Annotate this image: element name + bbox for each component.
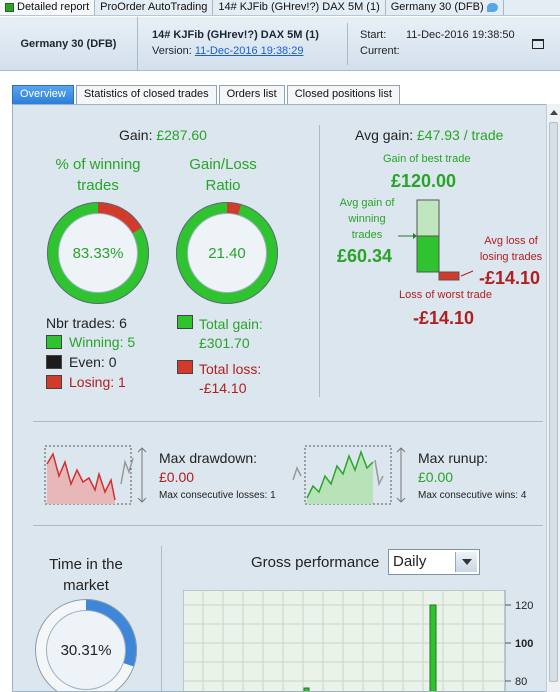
gain-value: £287.60 bbox=[156, 127, 207, 143]
runup-mini-chart bbox=[292, 445, 406, 505]
gross-bar-best bbox=[429, 604, 437, 691]
instrument-name: Germany 30 (DFB) bbox=[0, 17, 138, 71]
window-tab-proorder[interactable]: ProOrder AutoTrading bbox=[95, 0, 214, 15]
losing-count: Losing: 1 bbox=[69, 374, 126, 390]
runup-value: £0.00 bbox=[418, 469, 454, 485]
winning-legend-icon bbox=[46, 335, 62, 349]
window-tab-detailed-report[interactable]: Detailed report bbox=[0, 0, 96, 15]
avg-gain-bar-chart bbox=[398, 199, 474, 281]
avg-win-bar bbox=[416, 235, 440, 273]
nbr-trades: Nbr trades: 6 bbox=[46, 315, 127, 331]
losing-legend-icon bbox=[46, 375, 62, 389]
y-tick-80: 80 bbox=[515, 676, 527, 688]
tab-orders-list[interactable]: Orders list bbox=[218, 85, 285, 104]
best-trade-bar bbox=[416, 199, 440, 237]
time-in-market-donut: 30.31% bbox=[35, 599, 137, 691]
drawdown-label: Max drawdown: bbox=[159, 450, 258, 466]
maximize-icon[interactable] bbox=[532, 39, 544, 49]
tab-overview[interactable]: Overview bbox=[12, 85, 74, 104]
gain-loss-ratio-title: Gain/Loss Ratio bbox=[189, 156, 257, 194]
drawdown-sub: Max consecutive losses: 1 bbox=[159, 490, 276, 501]
scroll-thumb[interactable] bbox=[549, 122, 558, 682]
runup-label: Max runup: bbox=[418, 450, 489, 466]
report-header: Germany 30 (DFB) 14# KJFib (GHrev!?) DAX… bbox=[0, 17, 560, 71]
section-divider-h2 bbox=[33, 525, 543, 526]
section-divider-v2 bbox=[161, 546, 162, 691]
start-value: 11-Dec-2016 19:38:50 bbox=[406, 29, 515, 41]
avg-loss-label: Avg loss of losing trades bbox=[479, 235, 543, 263]
scroll-up-icon[interactable] bbox=[550, 110, 558, 115]
gain-summary: Gain: £287.60 bbox=[119, 127, 207, 143]
chat-balloon-icon[interactable] bbox=[486, 3, 498, 12]
avg-loss-value: -£14.10 bbox=[479, 268, 541, 288]
y-tick-120: 120 bbox=[515, 600, 533, 612]
winning-pct-value: 83.33% bbox=[72, 244, 124, 262]
time-in-market-title: Time in the market bbox=[49, 556, 123, 594]
best-trade-value: £120.00 bbox=[391, 171, 457, 191]
window-tab-instrument[interactable]: Germany 30 (DFB) bbox=[386, 0, 504, 15]
worst-trade-value: -£14.10 bbox=[413, 308, 475, 328]
drawdown-value: £0.00 bbox=[159, 469, 195, 485]
tab-statistics[interactable]: Statistics of closed trades bbox=[75, 85, 217, 104]
version-info: Version: 11-Dec-2016 19:38:29 bbox=[152, 45, 304, 57]
report-icon bbox=[5, 3, 14, 12]
loss-bar bbox=[438, 271, 460, 281]
overview-panel: Gain: £287.60 % of winning trades Gain/L… bbox=[12, 104, 560, 692]
total-loss: Total loss: -£14.10 bbox=[199, 361, 262, 396]
vertical-scrollbar[interactable] bbox=[546, 104, 560, 692]
report-tabs: Overview Statistics of closed trades Ord… bbox=[12, 85, 402, 104]
drawdown-mini-chart bbox=[44, 445, 147, 505]
gross-performance-title: Gross performance bbox=[251, 554, 380, 571]
total-gain: Total gain: £301.70 bbox=[199, 316, 263, 351]
avg-gain-summary: Avg gain: £47.93 / trade bbox=[355, 127, 504, 143]
start-label: Start: bbox=[360, 29, 387, 41]
avg-loss-arrow-icon bbox=[460, 270, 474, 277]
period-select[interactable]: Daily bbox=[388, 549, 480, 575]
chevron-down-icon bbox=[462, 559, 472, 565]
strategy-name: 14# KJFib (GHrev!?) DAX 5M (1) bbox=[152, 29, 319, 41]
header-separator bbox=[347, 23, 348, 65]
winning-pct-title: % of winning trades bbox=[55, 156, 141, 194]
winning-count: Winning: 5 bbox=[69, 334, 136, 350]
current-label: Current: bbox=[360, 45, 400, 57]
time-in-market-value: 30.31% bbox=[60, 641, 112, 659]
section-divider-h1 bbox=[33, 421, 543, 422]
section-divider bbox=[319, 125, 320, 397]
avg-win-value: £60.34 bbox=[337, 246, 393, 266]
window-tab-strip: Detailed report ProOrder AutoTrading 14#… bbox=[0, 0, 560, 16]
runup-sub: Max consecutive wins: 4 bbox=[418, 490, 527, 501]
gross-performance-chart: 120 100 80 bbox=[183, 590, 533, 691]
window-tab-strategy[interactable]: 14# KJFib (GHrev!?) DAX 5M (1) bbox=[213, 0, 386, 15]
runup-area bbox=[307, 452, 373, 504]
gain-loss-ratio-donut: 21.40 bbox=[176, 202, 278, 304]
even-count: Even: 0 bbox=[69, 354, 117, 370]
version-date-link[interactable]: 11-Dec-2016 19:38:29 bbox=[194, 45, 304, 57]
total-loss-icon bbox=[177, 360, 193, 374]
gross-bar-small bbox=[303, 687, 310, 691]
tab-closed-positions[interactable]: Closed positions list bbox=[286, 85, 400, 104]
winning-pct-donut: 83.33% bbox=[47, 202, 149, 304]
total-gain-icon bbox=[177, 315, 193, 329]
y-tick-100: 100 bbox=[515, 638, 533, 650]
worst-trade-label: Loss of worst trade bbox=[399, 289, 492, 301]
avg-win-label: Avg gain of winning trades bbox=[339, 197, 395, 241]
even-legend-icon bbox=[46, 355, 62, 369]
gain-loss-ratio-value: 21.40 bbox=[208, 244, 246, 262]
dropdown-button[interactable] bbox=[455, 552, 477, 572]
best-trade-label: Gain of best trade bbox=[383, 153, 471, 165]
